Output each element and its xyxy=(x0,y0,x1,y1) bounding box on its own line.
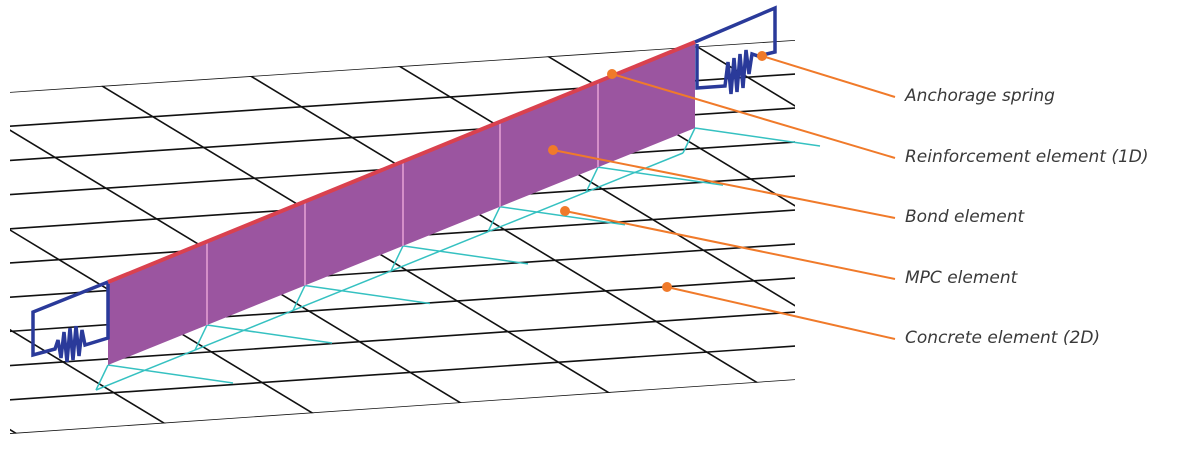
mpc-line xyxy=(597,166,724,186)
mpc-line xyxy=(292,270,392,312)
mpc-line xyxy=(694,127,821,147)
mpc-line xyxy=(487,206,501,233)
leader-line xyxy=(666,286,896,340)
label-reinforcement-element: Reinforcement element (1D) xyxy=(905,147,1149,167)
mesh-line-diagonal xyxy=(10,40,391,434)
mpc-line xyxy=(206,324,333,344)
mesh-line-horizontal xyxy=(10,309,795,368)
leader-line xyxy=(564,210,896,280)
mpc-line xyxy=(304,284,431,305)
mpc-line xyxy=(292,285,306,311)
mesh-line-diagonal xyxy=(10,40,61,434)
anchorage-spring-left xyxy=(31,280,110,363)
leader-dot xyxy=(560,206,570,216)
leader-line xyxy=(552,149,896,219)
mpc-line xyxy=(402,245,529,265)
leader-dot xyxy=(548,145,558,155)
mpc-line xyxy=(487,191,587,233)
leader-lines xyxy=(548,51,896,340)
mpc-line xyxy=(95,349,196,391)
mpc-line xyxy=(194,309,294,351)
mpc-line xyxy=(585,166,599,193)
leader-dot xyxy=(757,51,767,61)
label-mpc-element: MPC element xyxy=(905,268,1018,288)
mesh-line-diagonal xyxy=(1115,0,1177,449)
mpc-line xyxy=(682,127,696,154)
mesh-line-diagonal xyxy=(454,40,795,434)
label-concrete-element: Concrete element (2D) xyxy=(905,328,1101,348)
bond-dividers xyxy=(206,81,599,326)
mpc-line xyxy=(499,205,626,226)
mesh-line-diagonal xyxy=(10,40,226,434)
mpc-elements xyxy=(95,127,821,391)
label-anchorage-spring: Anchorage spring xyxy=(905,86,1055,106)
mpc-line xyxy=(194,324,208,351)
mpc-line xyxy=(390,231,489,272)
mpc-line xyxy=(107,364,234,384)
mesh-line-horizontal xyxy=(10,377,795,434)
bond-element-panel xyxy=(108,42,695,365)
leader-dot xyxy=(607,69,617,79)
mesh-line-diagonal xyxy=(10,40,556,434)
leader-line xyxy=(761,55,896,98)
mesh-line-diagonal xyxy=(619,40,795,434)
mpc-line xyxy=(95,364,109,391)
leader-line xyxy=(611,73,896,159)
mpc-line xyxy=(390,245,404,272)
leader-dot xyxy=(662,282,672,292)
mesh-line-horizontal xyxy=(10,105,795,162)
reinforcement-element xyxy=(107,40,696,284)
mesh-line-diagonal xyxy=(289,40,795,434)
anchorage-spring-right xyxy=(694,5,777,95)
mpc-line xyxy=(585,152,684,193)
label-bond-element: Bond element xyxy=(905,207,1025,227)
